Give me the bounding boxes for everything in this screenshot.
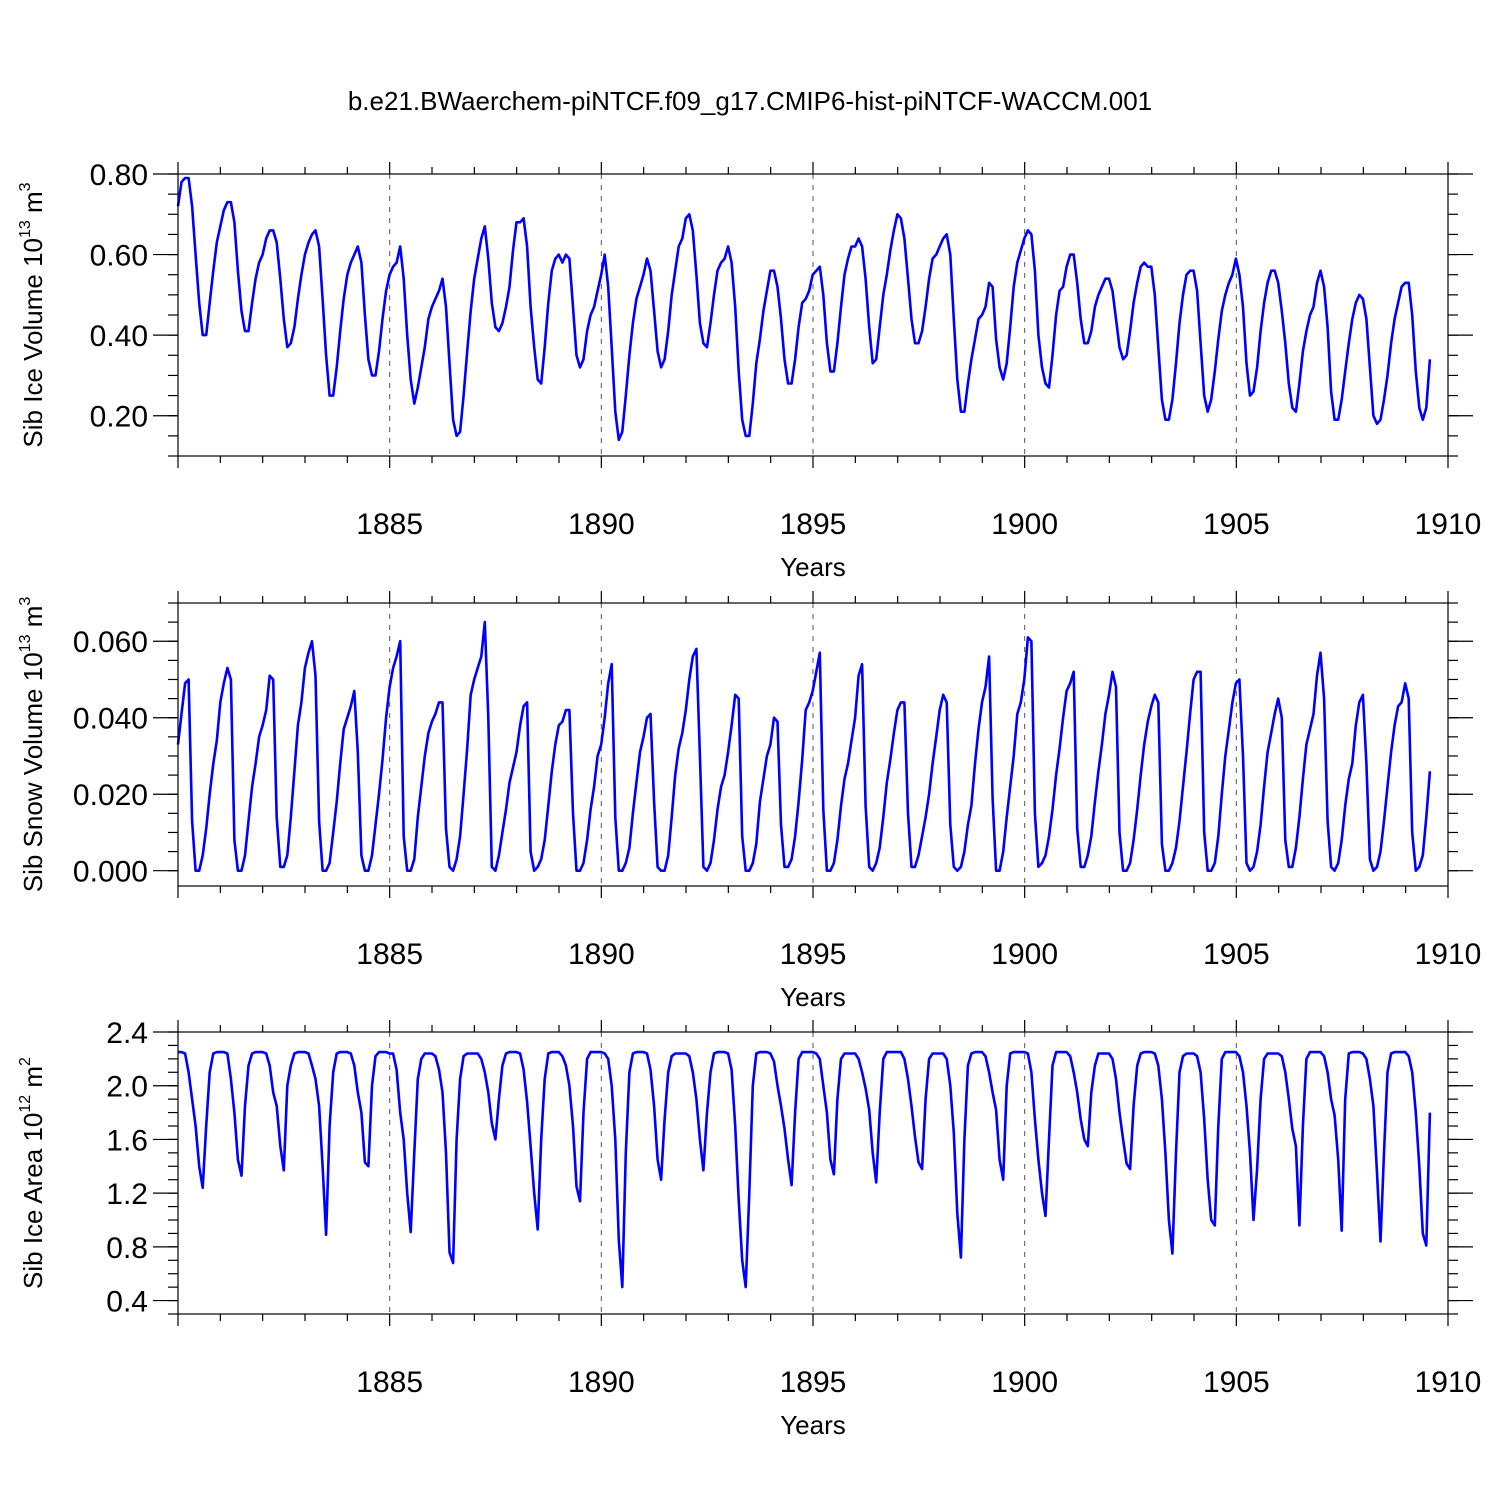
sib-ice-area-xtick-label: 1890 bbox=[568, 1366, 635, 1399]
sib-ice-volume-xtick-label: 1885 bbox=[356, 508, 423, 541]
sib-snow-volume-ytick-label: 0.040 bbox=[73, 703, 148, 736]
sib-ice-area-ytick-label: 2.0 bbox=[106, 1071, 148, 1104]
sib-ice-area-ytick-label: 2.4 bbox=[106, 1017, 148, 1050]
sib-ice-area-ytick-label: 0.8 bbox=[106, 1232, 148, 1265]
sib-ice-area-xtick-label: 1905 bbox=[1203, 1366, 1270, 1399]
sib-ice-area-ylabel: Sib Ice Area 1012 m2 bbox=[17, 1057, 48, 1289]
sib-snow-volume-xtick-label: 1905 bbox=[1203, 938, 1270, 971]
sib-snow-volume-xtick-label: 1890 bbox=[568, 938, 635, 971]
sib-ice-volume-xlabel: Years bbox=[780, 552, 846, 582]
sib-snow-volume-ytick-label: 0.000 bbox=[73, 856, 148, 889]
sib-snow-volume-ylabel: Sib Snow Volume 1013 m3 bbox=[17, 597, 48, 893]
sib-snow-volume-plot-frame bbox=[177, 602, 1449, 887]
sib-ice-area-xtick-label: 1910 bbox=[1415, 1366, 1482, 1399]
sib-ice-area-xtick-label: 1885 bbox=[356, 1366, 423, 1399]
sib-ice-area-xlabel: Years bbox=[780, 1410, 846, 1440]
sib-ice-area-plot-frame bbox=[177, 1031, 1449, 1315]
sib-ice-area-ytick-label: 0.4 bbox=[106, 1286, 148, 1319]
sib-ice-volume-xtick-label: 1900 bbox=[991, 508, 1058, 541]
sib-ice-volume-ytick-label: 0.40 bbox=[90, 320, 148, 353]
sib-ice-volume-ytick-label: 0.80 bbox=[90, 159, 148, 192]
sib-snow-volume-xtick-label: 1895 bbox=[780, 938, 847, 971]
sib-ice-volume-ytick-label: 0.20 bbox=[90, 401, 148, 434]
sib-ice-volume-plot-frame bbox=[177, 173, 1449, 457]
sib-ice-area-xtick-label: 1900 bbox=[991, 1366, 1058, 1399]
sib-snow-volume-xtick-label: 1900 bbox=[991, 938, 1058, 971]
sib-ice-volume-ylabel: Sib Ice Volume 1013 m3 bbox=[17, 182, 48, 447]
sib-ice-area-ytick-label: 1.2 bbox=[106, 1178, 148, 1211]
sib-snow-volume-xtick-label: 1910 bbox=[1415, 938, 1482, 971]
sib-ice-area-xtick-label: 1895 bbox=[780, 1366, 847, 1399]
sib-ice-area-series-line bbox=[178, 1050, 1432, 1289]
sib-ice-volume-xtick-label: 1910 bbox=[1415, 508, 1482, 541]
sib-snow-volume-ytick-label: 0.020 bbox=[73, 779, 148, 812]
sib-snow-volume-xlabel: Years bbox=[780, 982, 846, 1012]
sib-ice-area-ytick-label: 1.6 bbox=[106, 1124, 148, 1157]
sib-ice-volume-xtick-label: 1890 bbox=[568, 508, 635, 541]
sib-ice-volume-xtick-label: 1895 bbox=[780, 508, 847, 541]
chart-title: b.e21.BWaerchem-piNTCF.f09_g17.CMIP6-his… bbox=[348, 86, 1152, 116]
sib-ice-volume-xtick-label: 1905 bbox=[1203, 508, 1270, 541]
sib-ice-volume-ytick-label: 0.60 bbox=[90, 240, 148, 273]
sib-ice-volume-series-line bbox=[176, 176, 1432, 442]
sib-snow-volume-series-line bbox=[176, 620, 1432, 873]
sib-snow-volume-ytick-label: 0.060 bbox=[73, 626, 148, 659]
sib-snow-volume-xtick-label: 1885 bbox=[356, 938, 423, 971]
